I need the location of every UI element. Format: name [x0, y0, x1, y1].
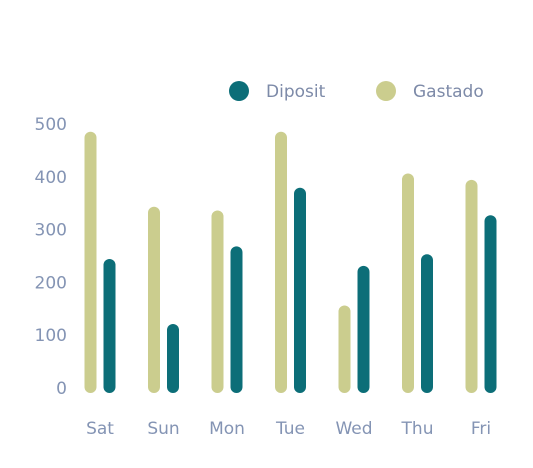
bar-diposit-thu [421, 254, 433, 393]
x-tick-label: Sat [86, 419, 114, 439]
legend: Diposit Gastado [229, 81, 484, 102]
bar-diposit-fri [484, 215, 497, 393]
legend-label-diposit: Diposit [266, 82, 326, 102]
x-tick-label: Fri [471, 419, 491, 439]
bar-gastado-tue [275, 131, 287, 393]
bar-gastado-wed [338, 305, 351, 393]
x-tick-label: Mon [209, 419, 245, 439]
bar-gastado-sat [84, 131, 97, 393]
x-tick-label: Thu [401, 419, 434, 439]
y-axis: 0 100 200 300 400 500 [35, 115, 67, 399]
y-tick-label: 500 [35, 115, 67, 135]
bars [84, 131, 497, 393]
y-tick-label: 0 [56, 379, 67, 399]
bar-diposit-mon [230, 246, 243, 393]
bar-gastado-thu [402, 173, 414, 393]
legend-swatch-gastado [376, 81, 396, 101]
x-tick-label: Tue [275, 419, 305, 439]
legend-label-gastado: Gastado [413, 82, 484, 102]
y-tick-label: 300 [35, 221, 67, 241]
bar-diposit-sun [167, 323, 179, 393]
bar-gastado-mon [211, 210, 224, 393]
bar-diposit-wed [357, 265, 370, 393]
bar-diposit-sat [103, 259, 116, 393]
legend-swatch-diposit [229, 81, 249, 101]
x-tick-label: Wed [335, 419, 372, 439]
bar-gastado-sun [148, 206, 160, 393]
y-tick-label: 100 [35, 326, 67, 346]
x-axis: Sat Sun Mon Tue Wed Thu Fri [86, 419, 491, 439]
y-tick-label: 400 [35, 168, 67, 188]
x-tick-label: Sun [147, 419, 179, 439]
bar-diposit-tue [294, 187, 306, 393]
y-tick-label: 200 [35, 273, 67, 293]
bar-gastado-fri [465, 179, 478, 393]
